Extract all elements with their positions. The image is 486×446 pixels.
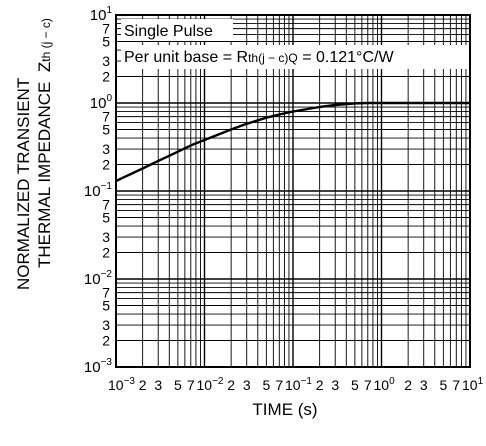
x-tick-label: 2: [316, 377, 324, 393]
x-tick-label: 7: [275, 377, 283, 393]
y-tick-base: 10: [84, 183, 101, 200]
y-axis-label-line2: THERMAL IMPEDANCE Zth (j − c): [35, 18, 55, 268]
y-tick-label: 5: [102, 297, 110, 313]
annotation-base-sub: th(j − c)Q: [248, 51, 298, 65]
x-tick-label: 2: [139, 377, 147, 393]
x-tick-label: 3: [420, 377, 428, 393]
y-axis-label-subscript: th (j − c): [39, 18, 53, 62]
y-tick-label: 2: [102, 245, 110, 261]
x-tick-label: 10−2: [197, 376, 224, 393]
y-tick-label: 10−1: [84, 181, 113, 200]
x-tick-label: 7: [452, 377, 460, 393]
y-tick-label: 2: [102, 69, 110, 85]
y-tick-exp: −1: [101, 181, 113, 192]
x-tick-base: 10: [197, 377, 213, 393]
x-tick-exp: −3: [124, 376, 136, 387]
x-tick-label: 10−1: [285, 376, 312, 393]
y-tick-label: 5: [102, 33, 110, 49]
annotation-single-pulse: Single Pulse: [124, 23, 213, 40]
x-tick-base: 10: [374, 377, 390, 393]
y-tick-label: 7: [102, 109, 110, 125]
y-tick-exp: −2: [101, 269, 113, 280]
y-tick-label: 5: [102, 209, 110, 225]
x-tick-exp: −1: [301, 376, 313, 387]
thermal-impedance-curve: [115, 101, 470, 183]
annotation-per-unit-base: Per unit base = Rth(j − c)Q = 0.121°C/W: [124, 49, 394, 66]
y-tick-label: 100: [90, 93, 113, 112]
annotation-box-2: [121, 45, 469, 69]
annotation-box-1: [121, 19, 233, 41]
x-tick-label: 7: [364, 377, 372, 393]
y-tick-base: 10: [90, 95, 107, 112]
x-tick-label: 101: [462, 376, 484, 393]
x-tick-exp: 0: [389, 376, 395, 387]
y-tick-label: 101: [90, 5, 113, 24]
x-tick-base: 10: [462, 377, 478, 393]
x-tick-labels: 10−3 2 3 5 7 10−2 2 3 5 7 10−1 2 3 5 7 100 2 3 5 7 101: [108, 376, 484, 393]
x-tick-label: 10−3: [108, 376, 135, 393]
y-tick-label: 3: [102, 229, 110, 245]
y-tick-base: 10: [84, 271, 101, 288]
x-tick-label: 100: [374, 376, 396, 393]
x-tick-label: 2: [227, 377, 235, 393]
x-tick-label: 5: [439, 377, 447, 393]
y-tick-label: 7: [102, 285, 110, 301]
x-tick-exp: −2: [212, 376, 224, 387]
y-tick-label: 10−2: [84, 269, 113, 288]
y-tick-base: 10: [90, 7, 107, 24]
x-tick-label: 3: [154, 377, 162, 393]
y-tick-label: 2: [102, 157, 110, 173]
x-tick-base: 10: [108, 377, 124, 393]
plot-frame: [115, 14, 471, 368]
y-tick-label: 3: [102, 317, 110, 333]
curve-layer: [115, 101, 470, 183]
annotation-base-prefix: Per unit base = R: [124, 49, 248, 66]
x-tick-label: 5: [351, 377, 359, 393]
y-tick-exp: −3: [101, 357, 113, 368]
y-tick-exp: 1: [106, 5, 112, 16]
y-tick-label: 2: [102, 333, 110, 349]
x-tick-label: 2: [404, 377, 412, 393]
y-axis-label-text: THERMAL IMPEDANCE: [35, 81, 54, 268]
y-axis-label-symbol: Z: [35, 61, 54, 73]
y-tick-label: 7: [102, 21, 110, 37]
y-tick-label: 3: [102, 141, 110, 157]
y-tick-label: 7: [102, 197, 110, 213]
x-tick-label: 5: [174, 377, 182, 393]
y-tick-label: 10−3: [84, 357, 113, 376]
y-tick-base: 10: [84, 359, 101, 376]
x-tick-label: 5: [262, 377, 270, 393]
x-axis-label: TIME (s): [252, 400, 318, 419]
x-tick-label: 3: [331, 377, 339, 393]
y-tick-label: 3: [102, 53, 110, 69]
annotation-base-suffix: = 0.121°C/W: [298, 49, 395, 66]
x-tick-exp: 1: [478, 376, 484, 387]
y-tick-label: 5: [102, 121, 110, 137]
x-tick-label: 3: [243, 377, 251, 393]
y-tick-exp: 0: [106, 93, 112, 104]
y-axis-label-line1: NORMALIZED TRANSIENT: [14, 77, 33, 290]
x-tick-label: 7: [187, 377, 195, 393]
x-tick-base: 10: [285, 377, 301, 393]
